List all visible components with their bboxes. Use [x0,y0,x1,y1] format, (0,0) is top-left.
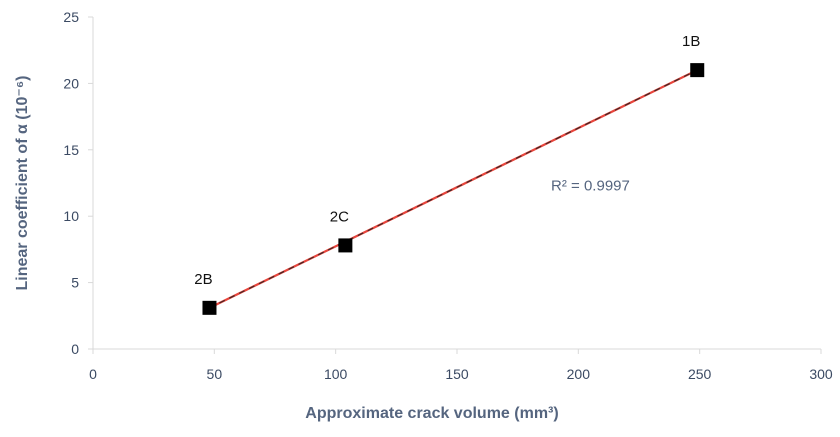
data-point-1b [690,63,705,78]
x-tick-label: 300 [809,366,833,382]
y-tick-label: 0 [71,341,79,357]
y-axis-title: Linear coefficient of α (10⁻⁶) [14,75,31,290]
x-tick-label: 250 [688,366,712,382]
data-point-2b [202,300,217,315]
x-tick-label: 50 [207,366,223,382]
trendline-layer [208,69,698,309]
x-tick-label: 150 [445,366,469,382]
point-labels-layer: 2B 2C 1B [194,33,700,288]
point-label-2b: 2B [194,271,212,288]
y-tick-label: 10 [63,208,79,224]
y-tick-label: 20 [63,75,79,91]
r-squared-label: R² = 0.9997 [551,178,630,195]
points-layer [202,63,705,315]
x-axis-title: Approximate crack volume (mm³) [305,405,558,422]
data-point-2c [338,238,353,253]
trendline-dashed [209,69,698,309]
point-label-2c: 2C [330,208,349,225]
axes-layer [88,16,822,354]
y-tick-label: 15 [63,142,79,158]
y-tick-label: 5 [71,275,79,291]
x-tick-label: 200 [567,366,591,382]
x-tick-label: 100 [324,366,348,382]
point-label-1b: 1B [682,33,700,50]
y-tick-label: 25 [63,9,79,25]
x-tick-label: 0 [89,366,97,382]
